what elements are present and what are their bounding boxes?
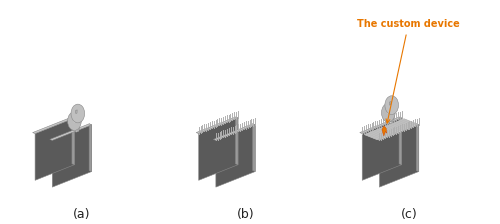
Polygon shape [360, 117, 402, 134]
Polygon shape [198, 118, 238, 180]
Polygon shape [72, 117, 74, 165]
Polygon shape [89, 124, 92, 172]
Polygon shape [196, 117, 238, 134]
Polygon shape [399, 117, 402, 165]
Polygon shape [214, 124, 255, 140]
Polygon shape [216, 125, 255, 187]
Text: (b): (b) [236, 208, 254, 221]
Polygon shape [380, 125, 419, 187]
Polygon shape [76, 127, 79, 132]
Circle shape [71, 104, 85, 123]
Polygon shape [252, 124, 255, 172]
Polygon shape [416, 124, 419, 172]
Text: (c): (c) [400, 208, 417, 221]
Polygon shape [35, 118, 74, 180]
Circle shape [382, 103, 395, 122]
Circle shape [68, 112, 81, 130]
Circle shape [385, 96, 398, 114]
Text: (a): (a) [73, 208, 90, 221]
Polygon shape [76, 110, 77, 114]
Polygon shape [32, 117, 74, 134]
Polygon shape [382, 126, 387, 136]
Polygon shape [52, 125, 92, 187]
Polygon shape [50, 124, 92, 140]
Polygon shape [390, 101, 391, 105]
Polygon shape [76, 126, 79, 131]
Polygon shape [364, 119, 416, 139]
Polygon shape [362, 118, 402, 180]
Text: The custom device: The custom device [357, 19, 460, 123]
Polygon shape [377, 124, 419, 140]
Polygon shape [236, 117, 238, 165]
Polygon shape [390, 118, 392, 123]
Polygon shape [390, 119, 392, 124]
Polygon shape [387, 118, 392, 120]
Polygon shape [73, 126, 79, 128]
